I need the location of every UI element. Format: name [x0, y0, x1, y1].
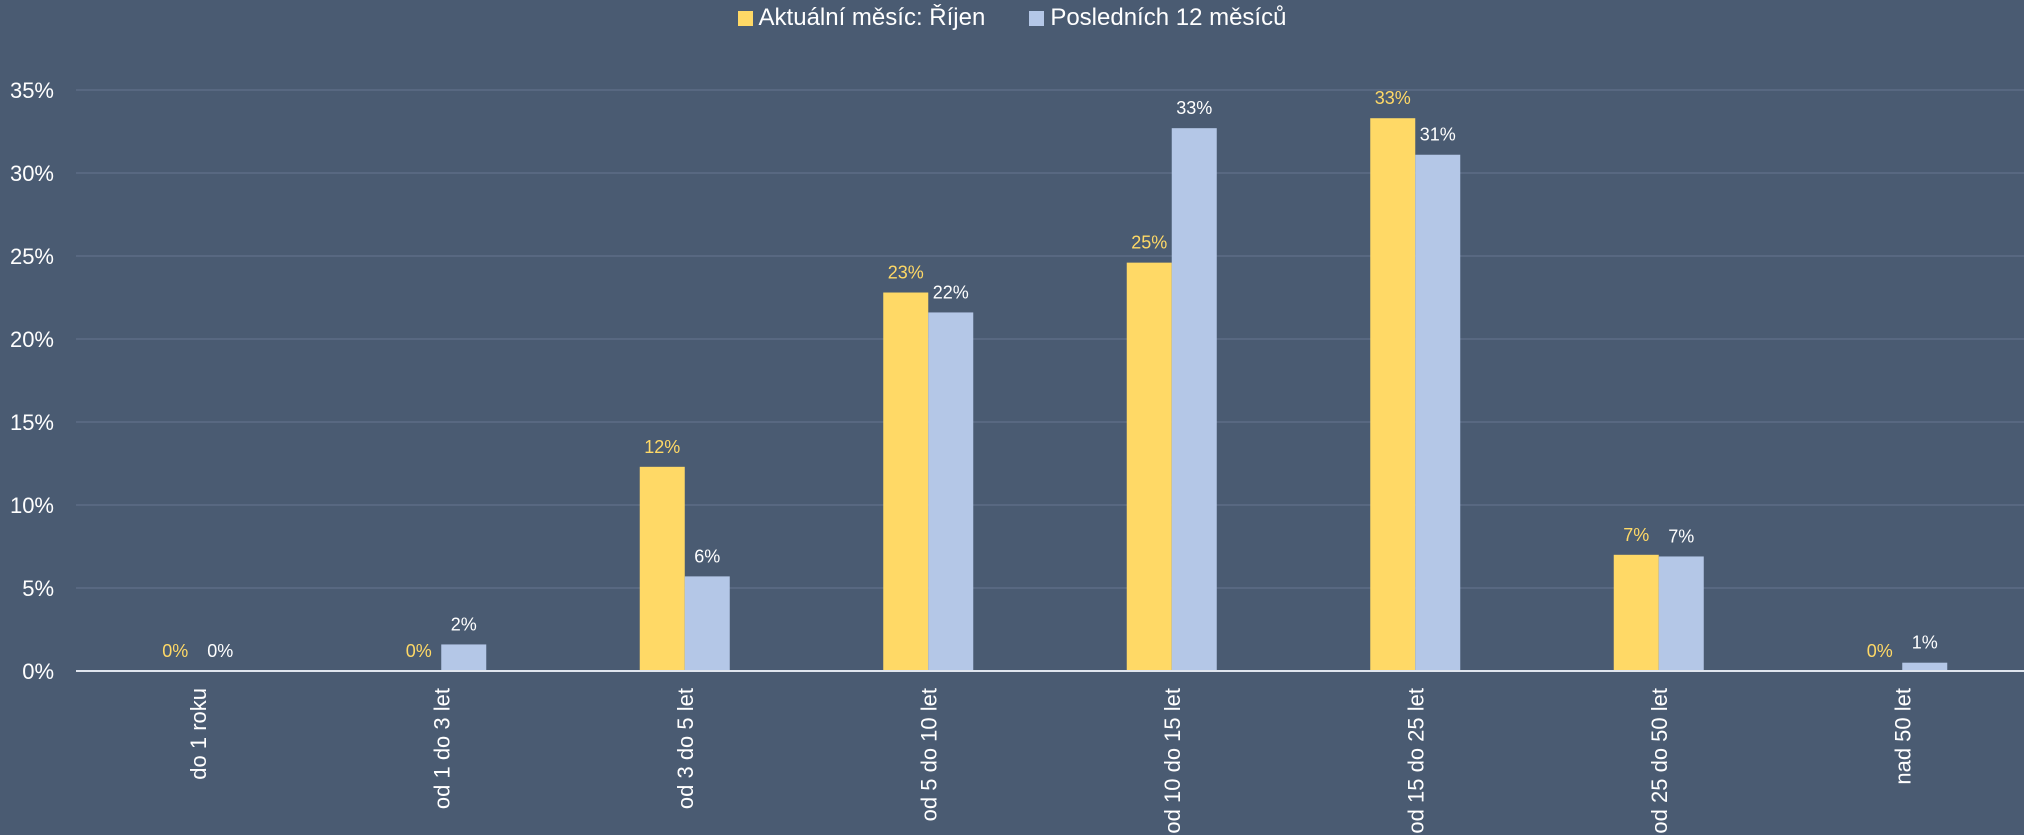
- y-tick-label: 25%: [10, 244, 54, 269]
- y-tick-label: 10%: [10, 493, 54, 518]
- data-label-last12: 31%: [1420, 125, 1456, 145]
- data-label-current: 0%: [162, 641, 188, 661]
- x-tick-label: od 1 do 3 let: [429, 688, 454, 809]
- bar-current: [1613, 554, 1659, 671]
- data-label-last12: 33%: [1176, 98, 1212, 118]
- legend-swatch-last12: [1029, 10, 1045, 26]
- bar-last12: [441, 644, 487, 671]
- bar-last12: [1902, 662, 1948, 671]
- x-tick-label: nad 50 let: [1890, 688, 1915, 785]
- bar-current: [1126, 262, 1172, 671]
- x-tick-label: od 25 do 50 let: [1647, 688, 1672, 834]
- data-label-last12: 7%: [1668, 526, 1694, 546]
- legend-swatch-current: [737, 10, 753, 26]
- y-tick-label: 35%: [10, 78, 54, 103]
- bar-last12: [1658, 556, 1704, 671]
- legend-label-last12: Posledních 12 měsíců: [1050, 4, 1287, 31]
- x-tick-label: od 15 do 25 let: [1403, 688, 1428, 834]
- legend-label-current: Aktuální měsíc: Říjen: [758, 4, 986, 31]
- y-tick-label: 15%: [10, 410, 54, 435]
- y-tick-label: 30%: [10, 161, 54, 186]
- x-tick-label: od 5 do 10 let: [916, 688, 941, 821]
- legend-item-last12: Posledních 12 měsíců: [1029, 4, 1286, 32]
- y-tick-label: 5%: [22, 576, 54, 601]
- data-label-last12: 6%: [694, 546, 720, 566]
- data-label-current: 0%: [1867, 641, 1893, 661]
- data-label-current: 12%: [644, 437, 680, 457]
- x-tick-label: do 1 roku: [186, 688, 211, 780]
- bar-current: [639, 466, 685, 671]
- bar-last12: [1415, 154, 1461, 672]
- bar-last12: [684, 576, 730, 671]
- data-label-last12: 1%: [1912, 633, 1938, 653]
- bar-last12: [928, 312, 974, 671]
- chart-legend: Aktuální měsíc: Říjen Posledních 12 měsí…: [0, 4, 2024, 32]
- bar-current: [883, 292, 929, 671]
- bar-last12: [1171, 128, 1217, 671]
- bar-current: [1370, 118, 1416, 672]
- data-label-current: 23%: [888, 263, 924, 283]
- data-label-last12: 0%: [207, 641, 233, 661]
- y-tick-label: 20%: [10, 327, 54, 352]
- x-tick-label: od 3 do 5 let: [673, 688, 698, 809]
- data-label-current: 0%: [406, 641, 432, 661]
- data-label-current: 25%: [1131, 233, 1167, 253]
- data-label-current: 7%: [1623, 525, 1649, 545]
- legend-item-current: Aktuální měsíc: Říjen: [737, 4, 986, 32]
- data-label-current: 33%: [1375, 88, 1411, 108]
- y-tick-label: 0%: [22, 659, 54, 684]
- data-label-last12: 2%: [451, 614, 477, 634]
- data-label-last12: 22%: [933, 282, 969, 302]
- x-tick-label: od 10 do 15 let: [1160, 688, 1185, 834]
